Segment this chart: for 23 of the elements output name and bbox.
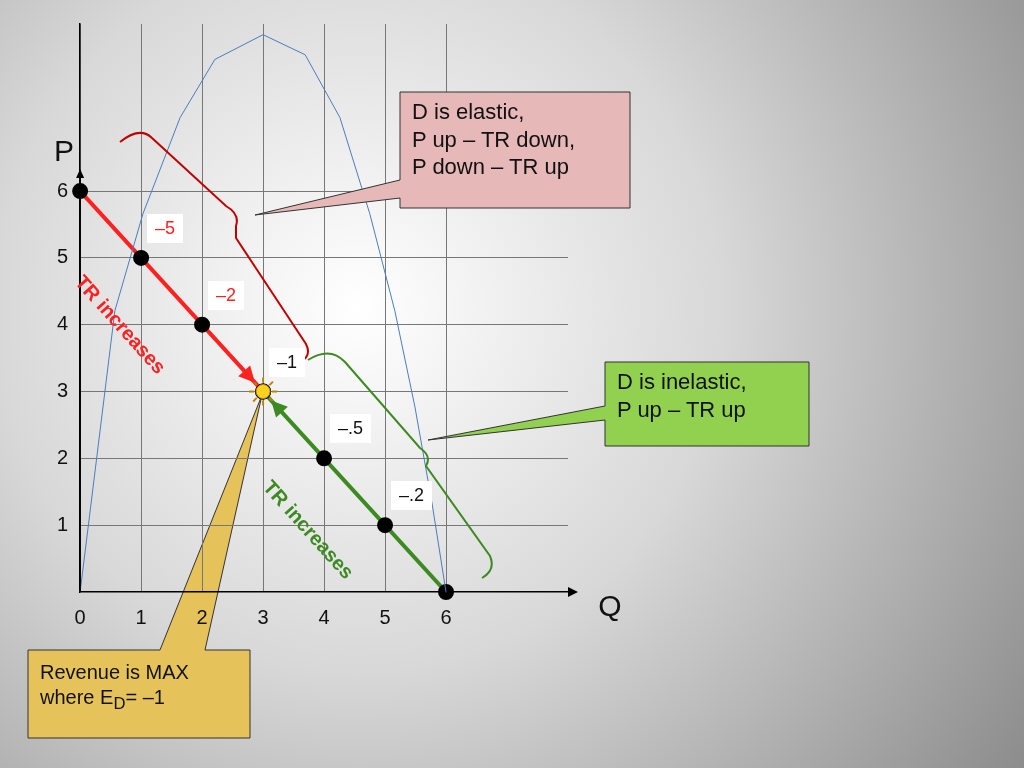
y-tick-label: 1 xyxy=(57,512,69,535)
x-tick-label: 0 xyxy=(74,605,86,628)
y-tick-label: 5 xyxy=(57,245,69,268)
x-tick-label: 2 xyxy=(196,605,208,628)
annotation: –.2 xyxy=(391,481,433,511)
x-tick-label: 5 xyxy=(379,605,391,628)
annotation: –1 xyxy=(269,347,306,377)
y-tick-label: 4 xyxy=(57,312,69,335)
x-tick-label: 6 xyxy=(440,605,452,628)
annotation: D is elastic, P up – TR down, P down – TR up xyxy=(411,98,577,181)
text: D is inelastic, P up – TR up xyxy=(616,368,748,424)
annotation: –.5 xyxy=(330,414,372,444)
y-tick-label: 2 xyxy=(57,445,69,468)
x-axis-title: Q xyxy=(598,589,622,622)
y-axis-title: P xyxy=(54,134,75,168)
annotation: –5 xyxy=(147,213,184,243)
text: Revenue is MAX where E$_{D}$= –1 xyxy=(39,660,190,715)
x-tick-label: 3 xyxy=(257,605,269,628)
annotation: –2 xyxy=(208,280,245,310)
x-tick-label: 1 xyxy=(135,605,147,628)
y-tick-label: 3 xyxy=(57,379,69,402)
x-tick-label: 4 xyxy=(318,605,330,628)
y-tick-label: 6 xyxy=(57,178,69,201)
